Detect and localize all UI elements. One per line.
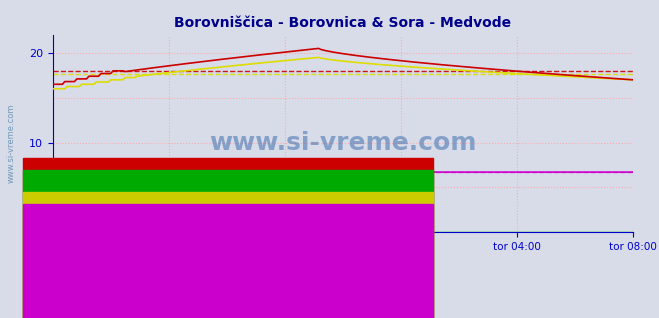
Text: pretok[m3/s]: pretok[m3/s]	[250, 299, 318, 308]
Text: temperatura[C]: temperatura[C]	[250, 252, 332, 263]
Text: pretok[m3/s]: pretok[m3/s]	[250, 265, 318, 275]
Text: Borovniščica - Borovnica & Sora - Medvode: Borovniščica - Borovnica & Sora - Medvod…	[174, 16, 511, 30]
Text: temperatura[C]: temperatura[C]	[250, 287, 332, 296]
Text: www.si-vreme.com: www.si-vreme.com	[7, 103, 16, 183]
Text: www.si-vreme.com: www.si-vreme.com	[209, 131, 476, 156]
Bar	[303, 184, 316, 197]
Bar	[303, 172, 316, 184]
